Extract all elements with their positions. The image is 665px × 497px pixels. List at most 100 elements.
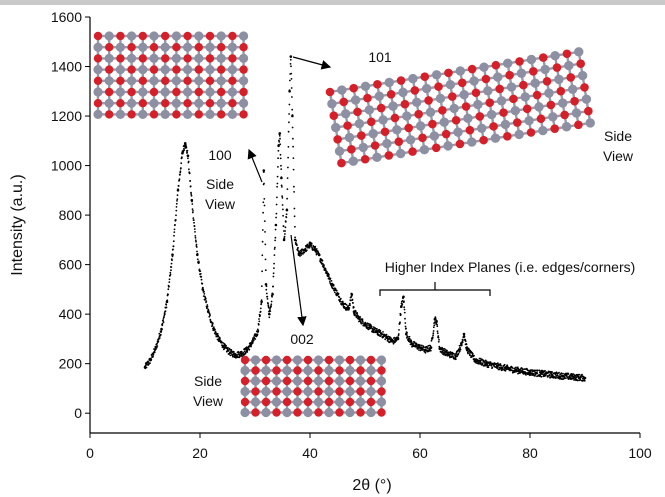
data-point: [431, 336, 434, 338]
data-point: [349, 304, 351, 307]
data-point: [320, 261, 323, 264]
data-point: [437, 336, 440, 339]
data-point: [168, 281, 171, 283]
data-point: [173, 231, 176, 234]
data-point: [265, 292, 268, 295]
data-point: [180, 167, 182, 169]
data-point: [469, 354, 471, 357]
data-point: [480, 362, 482, 364]
data-point: [272, 275, 275, 278]
data-point: [358, 317, 361, 321]
data-point: [199, 273, 202, 275]
data-point: [193, 221, 195, 224]
side-view-101-line1: Side: [604, 128, 632, 144]
data-point: [452, 355, 454, 357]
data-point: [400, 305, 403, 309]
data-point: [251, 341, 254, 344]
data-point: [205, 300, 208, 302]
data-point: [163, 316, 165, 318]
data-point: [183, 149, 186, 152]
data-point: [407, 336, 409, 338]
data-point: [401, 303, 404, 306]
data-point: [352, 302, 354, 304]
data-point: [324, 269, 327, 271]
data-point: [264, 243, 267, 246]
data-point: [341, 302, 345, 306]
data-point: [274, 239, 276, 242]
data-point: [262, 169, 266, 172]
data-point: [296, 244, 298, 247]
data-point: [506, 367, 510, 370]
data-point: [415, 343, 418, 346]
data-point: [355, 316, 358, 319]
data-point: [292, 137, 294, 140]
y-tick-label: 1400: [51, 59, 82, 75]
data-point: [266, 298, 269, 300]
data-point: [281, 186, 283, 188]
data-point: [424, 348, 427, 352]
data-point: [435, 320, 438, 323]
y-axis-title: Intensity (a.u.): [9, 174, 26, 275]
data-point: [242, 352, 245, 354]
data-point: [203, 293, 206, 295]
data-point: [263, 198, 266, 200]
data-point: [294, 225, 296, 228]
data-point: [241, 355, 243, 358]
data-point: [164, 310, 167, 312]
data-point: [496, 367, 499, 370]
data-point: [252, 339, 255, 341]
data-point: [267, 306, 270, 309]
data-point: [323, 264, 325, 266]
data-point: [318, 254, 321, 256]
data-point: [436, 330, 439, 333]
data-point: [528, 369, 530, 372]
data-point: [207, 310, 210, 314]
data-point: [572, 375, 576, 379]
data-point: [179, 173, 181, 176]
data-point: [570, 372, 573, 375]
data-point: [308, 243, 312, 247]
data-point: [156, 345, 159, 347]
data-point: [558, 371, 560, 374]
arrow-101: [292, 56, 332, 70]
data-point: [287, 166, 289, 169]
data-point: [195, 240, 197, 243]
data-point: [505, 366, 508, 369]
data-point: [287, 156, 289, 159]
data-point: [189, 180, 192, 182]
data-point: [177, 185, 180, 187]
data-point: [290, 72, 293, 75]
y-tick-label: 1600: [51, 9, 82, 25]
data-point: [250, 345, 252, 348]
data-point: [354, 313, 356, 316]
data-point: [150, 353, 153, 356]
data-point: [564, 377, 567, 380]
data-point: [284, 230, 286, 232]
data-point: [566, 375, 568, 378]
data-point: [222, 342, 224, 344]
data-point: [292, 145, 294, 148]
data-point: [157, 340, 160, 343]
data-point: [539, 372, 543, 375]
data-point: [165, 300, 169, 304]
data-point: [559, 375, 562, 378]
data-point: [547, 375, 549, 378]
data-point: [333, 291, 336, 294]
data-point: [194, 231, 196, 233]
side-view-002-line2: View: [193, 393, 224, 409]
data-point: [515, 366, 517, 369]
data-point: [498, 368, 501, 371]
data-point: [276, 185, 278, 188]
data-point: [273, 262, 275, 265]
data-point: [262, 211, 264, 214]
data-point: [206, 307, 208, 310]
x-tick-label: 20: [192, 445, 208, 461]
data-point: [352, 306, 355, 309]
data-point: [282, 238, 286, 242]
data-point: [216, 333, 219, 335]
data-point: [232, 355, 234, 358]
data-point: [286, 188, 289, 191]
data-point: [168, 285, 170, 288]
data-point: [278, 140, 281, 143]
data-point: [554, 377, 557, 379]
